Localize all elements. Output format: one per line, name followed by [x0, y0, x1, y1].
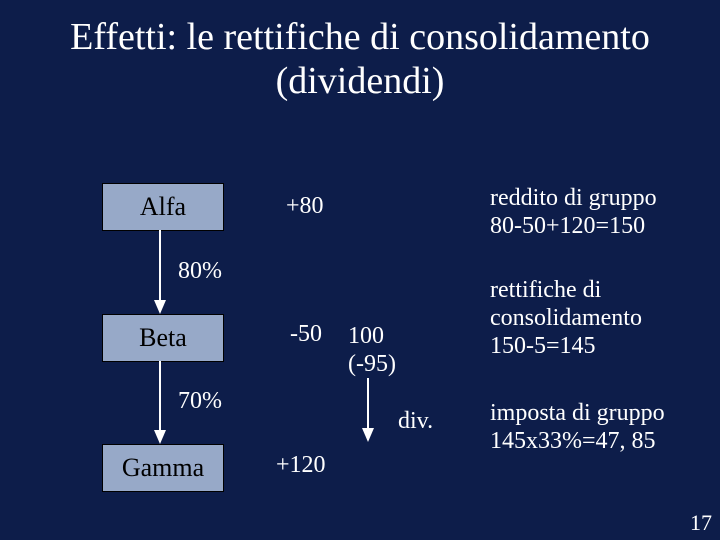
slide: Effetti: le rettifiche di consolidamento… [0, 0, 720, 540]
arrow-alfa-beta [0, 0, 720, 540]
